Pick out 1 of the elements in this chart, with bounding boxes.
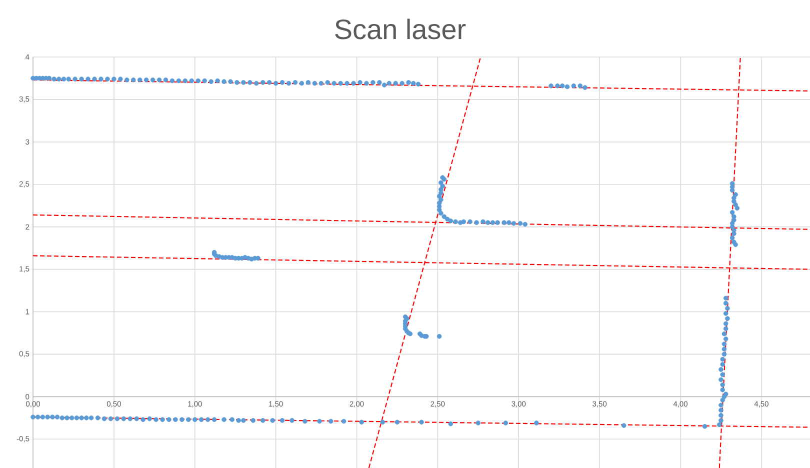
chart-title: Scan laser [335, 18, 466, 40]
